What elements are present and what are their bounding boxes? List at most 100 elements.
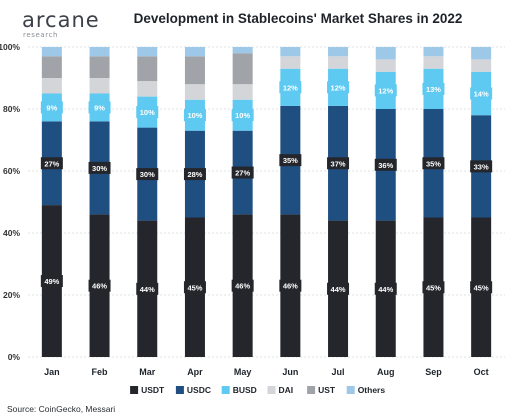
data-label-box <box>88 101 111 114</box>
bar-segment-others <box>375 47 396 60</box>
data-label: 13% <box>426 85 441 94</box>
x-tick-label: Feb <box>92 367 109 377</box>
data-label: 30% <box>92 164 107 173</box>
data-label-box <box>40 275 63 288</box>
y-tick-label: 20% <box>3 290 20 300</box>
data-label: 14% <box>474 90 489 99</box>
bar-segment-ust <box>41 56 62 78</box>
y-tick-label: 40% <box>3 228 20 238</box>
data-label-box <box>327 157 350 170</box>
y-tick-label: 60% <box>3 166 20 176</box>
bar-segment-ust <box>89 56 110 78</box>
x-tick-label: Oct <box>474 367 489 377</box>
data-label: 35% <box>283 156 298 165</box>
data-label: 10% <box>140 108 155 117</box>
data-label-box <box>183 168 206 181</box>
data-label-box <box>279 279 302 292</box>
legend-swatch-dai <box>267 386 276 394</box>
bar-segment-others <box>232 47 253 54</box>
bar-segment-others <box>137 47 158 57</box>
legend-label-dai: DAI <box>279 385 294 395</box>
logo-text: arcane <box>22 8 100 32</box>
x-tick-label: Mar <box>139 367 156 377</box>
bar-segment-others <box>280 47 301 57</box>
data-label-box <box>470 281 493 294</box>
bar-segment-ust <box>184 56 205 85</box>
data-label-box <box>183 281 206 294</box>
data-label-box <box>279 154 302 167</box>
data-label: 44% <box>331 285 346 294</box>
y-tick-label: 80% <box>3 104 20 114</box>
bar-segment-dai <box>89 78 110 94</box>
x-tick-label: Apr <box>187 367 203 377</box>
data-label-box <box>279 81 302 94</box>
data-label-box <box>40 157 63 170</box>
bar-segment-others <box>423 47 444 57</box>
data-label: 46% <box>235 282 250 291</box>
data-label-box <box>374 158 397 171</box>
data-label-box <box>422 157 445 170</box>
data-label-box <box>422 82 445 95</box>
bar-segment-dai <box>184 84 205 100</box>
x-tick-label: Jul <box>332 367 345 377</box>
logo-subtext: research <box>23 31 59 39</box>
data-label-box <box>470 87 493 100</box>
data-label: 45% <box>187 283 202 292</box>
y-tick-label: 100% <box>0 42 20 52</box>
legend-swatch-busd <box>221 386 230 394</box>
data-label: 27% <box>235 169 250 178</box>
data-label: 37% <box>331 159 346 168</box>
bar-segment-others <box>471 47 492 60</box>
data-label-box <box>88 161 111 174</box>
bar-segment-others <box>328 47 349 57</box>
bar-segment-others <box>41 47 62 57</box>
data-label: 33% <box>474 162 489 171</box>
data-label: 46% <box>92 282 107 291</box>
data-label-box <box>231 279 254 292</box>
chart-title: Development in Stablecoins' Market Share… <box>133 11 463 26</box>
bar-segment-dai <box>137 81 158 97</box>
data-label: 30% <box>140 170 155 179</box>
data-label: 46% <box>283 282 298 291</box>
bar-segment-dai <box>41 78 62 94</box>
bar-segment-others <box>184 47 205 57</box>
data-label: 12% <box>378 86 393 95</box>
legend-label-usdt: USDT <box>141 385 165 395</box>
data-label: 49% <box>44 277 59 286</box>
data-label-box <box>40 101 63 114</box>
x-tick-label: Jan <box>44 367 60 377</box>
x-tick-label: Jun <box>282 367 298 377</box>
x-tick-label: May <box>234 367 252 377</box>
data-label: 27% <box>44 159 59 168</box>
data-label-box <box>136 282 159 295</box>
data-label: 9% <box>46 103 57 112</box>
legend-swatch-ust <box>307 386 316 394</box>
data-label: 10% <box>187 111 202 120</box>
bar-segment-dai <box>328 56 349 69</box>
bar-segment-dai <box>423 56 444 69</box>
data-label: 44% <box>378 285 393 294</box>
bar-segment-dai <box>471 59 492 72</box>
legend-swatch-others <box>346 386 355 394</box>
data-label: 35% <box>426 159 441 168</box>
bar-segment-dai <box>280 56 301 69</box>
data-label: 12% <box>331 83 346 92</box>
data-label-box <box>136 168 159 181</box>
data-label-box <box>231 166 254 179</box>
legend-swatch-usdc <box>175 386 184 394</box>
bar-segment-ust <box>232 53 253 85</box>
data-label-box <box>374 282 397 295</box>
data-label: 45% <box>426 283 441 292</box>
data-label-box <box>183 109 206 122</box>
data-label: 28% <box>187 170 202 179</box>
legend-label-ust: UST <box>318 385 336 395</box>
data-label: 9% <box>94 103 105 112</box>
data-label-box <box>374 84 397 97</box>
bar-segment-dai <box>375 59 396 72</box>
legend-label-busd: BUSD <box>233 385 257 395</box>
data-label-box <box>470 160 493 173</box>
bar-segment-ust <box>137 56 158 82</box>
data-label: 45% <box>474 283 489 292</box>
data-label-box <box>422 281 445 294</box>
